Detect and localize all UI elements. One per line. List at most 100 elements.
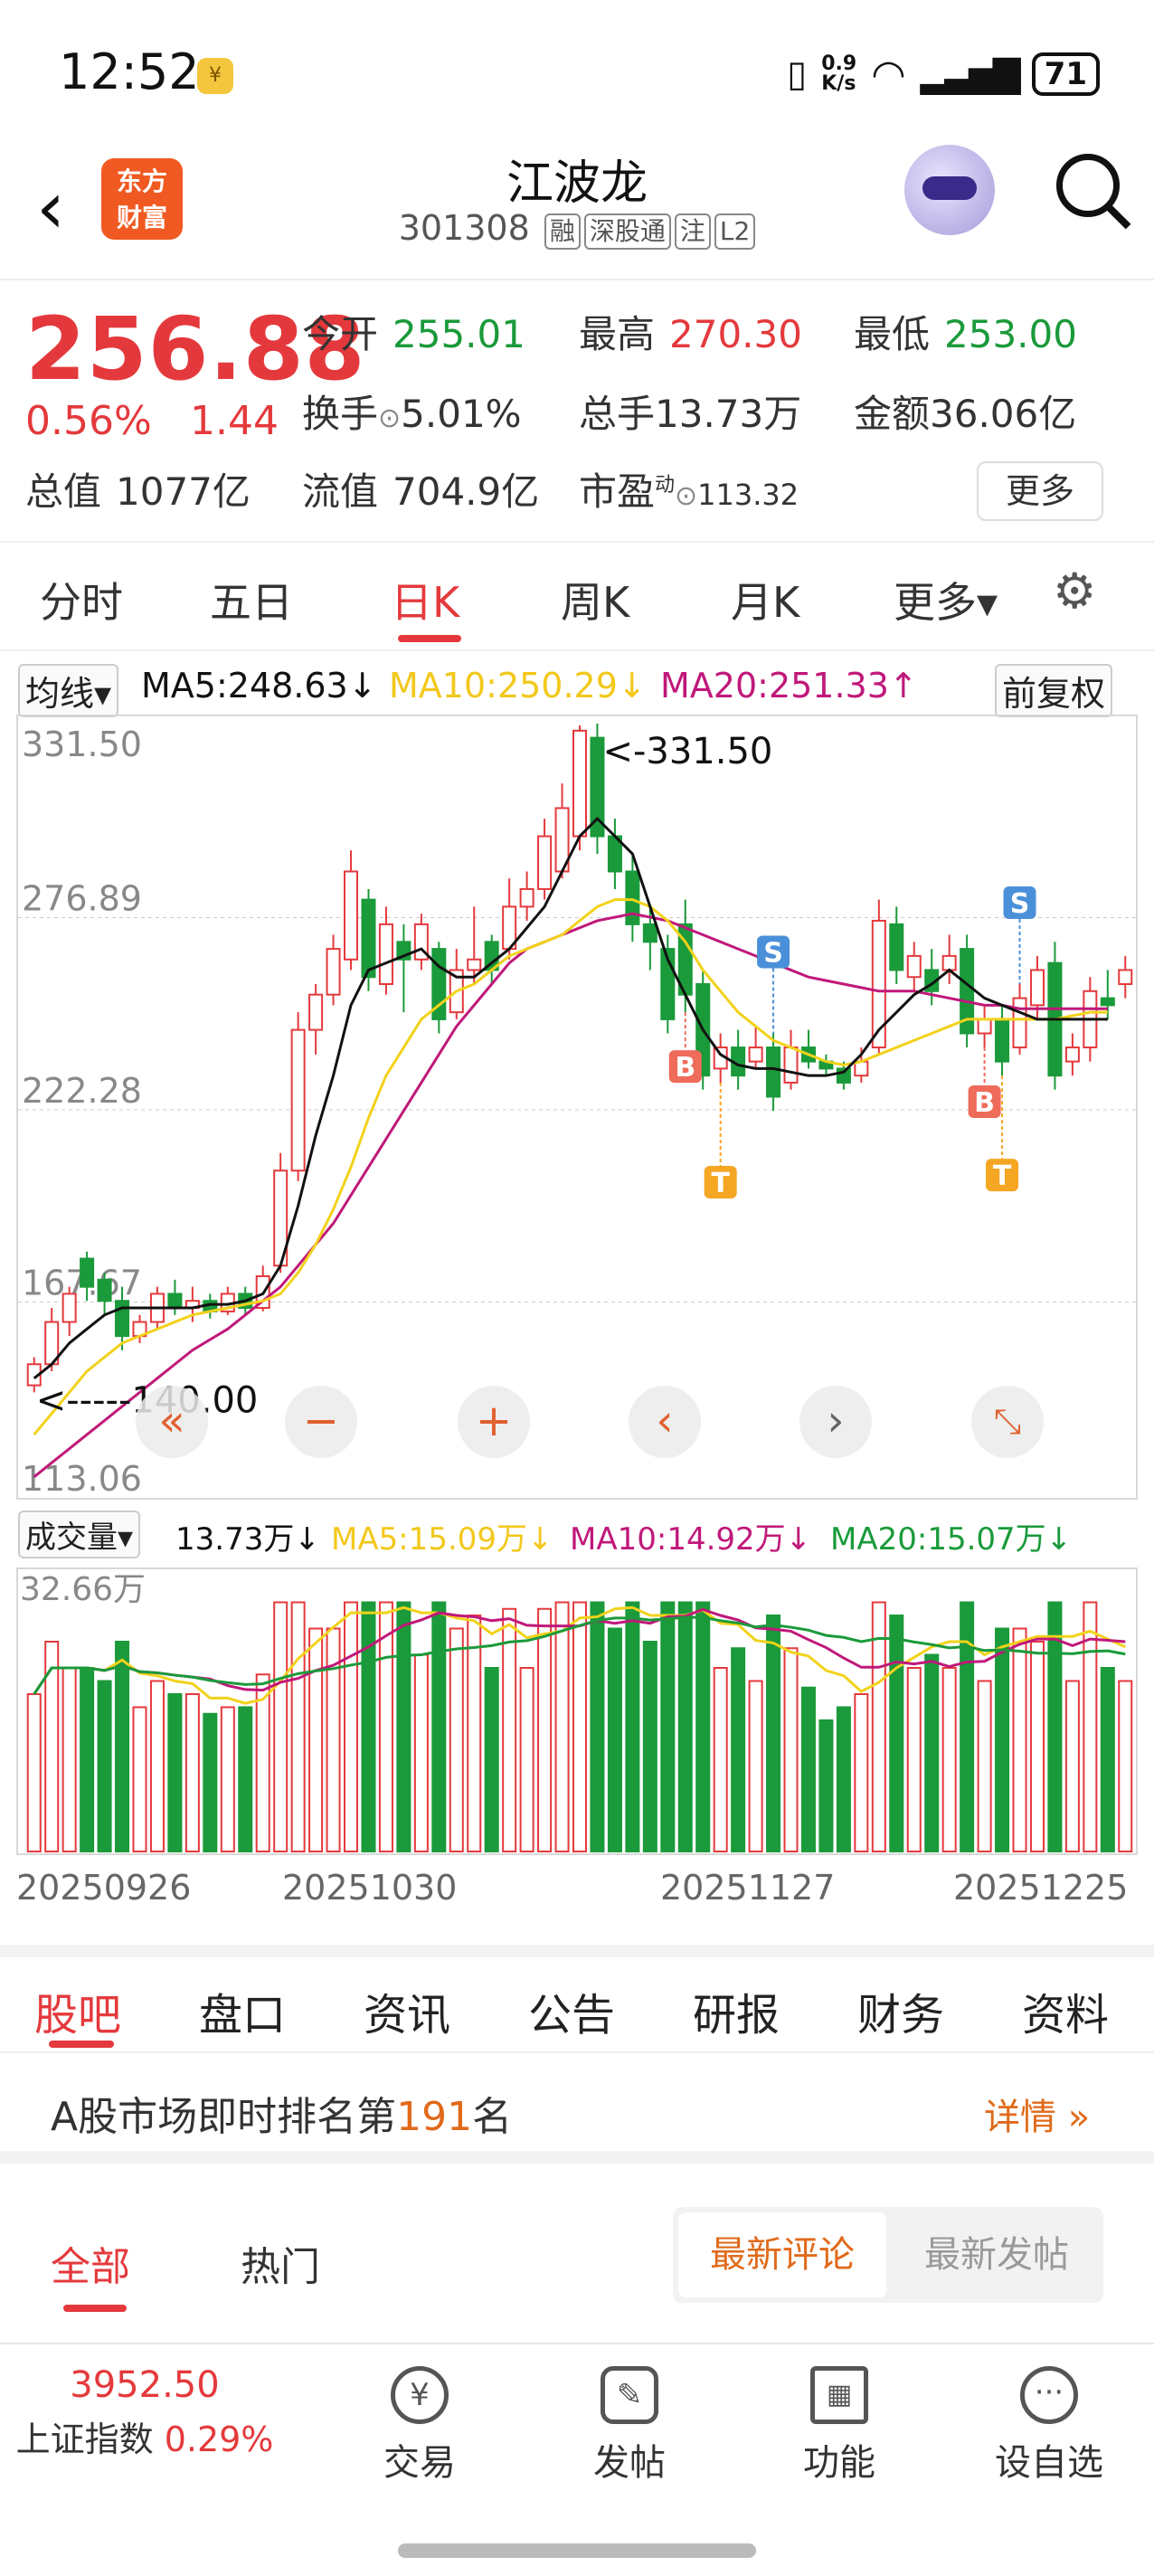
- volume-bar: [378, 1601, 393, 1852]
- search-icon[interactable]: [1056, 154, 1120, 217]
- zoom-in-icon[interactable]: +: [458, 1386, 530, 1458]
- market-rank-row[interactable]: A股市场即时排名第191名 详情 »: [0, 2055, 1154, 2164]
- volume-bar: [115, 1641, 130, 1852]
- candle-body: [871, 919, 886, 1049]
- fullscreen-icon[interactable]: ⤡: [971, 1386, 1044, 1458]
- wifi-icon: ◠: [871, 51, 906, 98]
- vol-ma10: MA10:14.92万↓: [570, 1521, 812, 1558]
- stock-name: 江波龙: [506, 156, 648, 211]
- net-speed: 0.9 K/s: [821, 52, 857, 95]
- candle-body: [625, 870, 640, 925]
- status-icons: ▯ 0.9 K/s ◠ ▂▃▅▇ 71: [787, 47, 1100, 101]
- scroll-left-icon[interactable]: ‹: [629, 1386, 701, 1458]
- gear-icon[interactable]: ⚙: [1053, 563, 1097, 620]
- volume-bar: [941, 1667, 957, 1852]
- volume-bar: [97, 1680, 112, 1852]
- add-watchlist-button[interactable]: ··· 设自选: [959, 2366, 1140, 2486]
- ma5-value: MA5:248.63↓: [141, 666, 377, 706]
- stock-code-line: 301308 融深股通注 L2: [0, 208, 1154, 250]
- marker-label: T: [993, 1160, 1012, 1192]
- marker-label: B: [974, 1087, 995, 1119]
- volume-bar: [1047, 1601, 1063, 1852]
- filter-hot[interactable]: 热门: [241, 2244, 320, 2290]
- volume-bar: [1100, 1667, 1115, 1852]
- back-chevron-icon[interactable]: ‹: [36, 166, 65, 250]
- zoom-out-icon[interactable]: −: [285, 1386, 357, 1458]
- tab-forum[interactable]: 股吧: [34, 1990, 122, 2041]
- rank-detail-link[interactable]: 详情 »: [984, 2097, 1091, 2138]
- volume-selector[interactable]: 成交量▾: [18, 1511, 141, 1558]
- volume-bar: [1083, 1601, 1098, 1852]
- functions-button[interactable]: ▦ 功能: [749, 2366, 930, 2486]
- sort-latest-comment[interactable]: 最新评论: [678, 2212, 886, 2297]
- marker-badge: [1003, 886, 1036, 920]
- tab-financials[interactable]: 财务: [857, 1990, 945, 2041]
- marker-badge: [757, 935, 790, 969]
- filter-all[interactable]: 全部: [51, 2244, 130, 2290]
- ma5-line: [33, 816, 1108, 1379]
- volume-bar: [484, 1667, 499, 1852]
- index-ticker[interactable]: 3952.50 上证指数 0.29%: [9, 2364, 280, 2461]
- more-quote-button[interactable]: 更多: [977, 461, 1103, 521]
- tab-announcements[interactable]: 公告: [528, 1990, 616, 2041]
- ma-legend: 均线▾ MA5:248.63↓ MA10:250.29↓ MA20:251.33…: [0, 658, 1154, 717]
- candle-body: [61, 1293, 77, 1323]
- tab-research[interactable]: 研报: [693, 1990, 780, 2041]
- volume-bar: [502, 1607, 517, 1852]
- coin-notification-icon: ¥: [197, 58, 233, 94]
- volume-svg: 32.66万: [20, 1571, 1133, 1852]
- tab-five-day[interactable]: 五日: [210, 578, 293, 627]
- status-bar: 12:52 ¥ ▯ 0.9 K/s ◠ ▂▃▅▇ 71: [0, 0, 1154, 136]
- candle-body: [1029, 969, 1045, 1007]
- marker-label: T: [711, 1168, 730, 1199]
- volume-bar: [344, 1601, 359, 1852]
- candle-body: [326, 948, 341, 996]
- index-value: 3952.50: [70, 2364, 220, 2406]
- kline-chart[interactable]: 331.50276.89222.28167.67113.06<-331.50<-…: [16, 715, 1138, 1500]
- tab-weekly-k[interactable]: 周K: [561, 578, 630, 627]
- volume-bar: [167, 1693, 183, 1852]
- tab-orderbook[interactable]: 盘口: [199, 1990, 287, 2041]
- eastmoney-logo[interactable]: 东方 财富: [101, 158, 183, 240]
- bottom-toolbar: 3952.50 上证指数 0.29% ¥ 交易 ✎ 发帖 ▦ 功能 ··· 设自…: [0, 2343, 1154, 2576]
- trade-button[interactable]: ¥ 交易: [329, 2366, 510, 2486]
- scroll-left-fast-icon[interactable]: «: [136, 1386, 208, 1458]
- sort-latest-post[interactable]: 最新发帖: [924, 2234, 1069, 2276]
- volume-bar: [977, 1680, 992, 1852]
- tab-monthly-k[interactable]: 月K: [731, 578, 800, 627]
- vol-ma5: MA5:15.09万↓: [331, 1521, 553, 1558]
- post-button[interactable]: ✎ 发帖: [539, 2366, 720, 2486]
- volume-value: 13.73万↓: [175, 1521, 320, 1558]
- volume-bar: [44, 1641, 60, 1852]
- volume-legend: 成交量▾ 13.73万↓ MA5:15.09万↓ MA10:14.92万↓ MA…: [0, 1509, 1154, 1559]
- marker-badge: [704, 1165, 737, 1198]
- tab-profile[interactable]: 资料: [1022, 1990, 1110, 2041]
- candle-body: [766, 1046, 781, 1098]
- volume-bar: [290, 1601, 306, 1852]
- adjust-button[interactable]: 前复权: [995, 664, 1113, 717]
- home-indicator[interactable]: [398, 2543, 756, 2558]
- tab-more[interactable]: 更多▾: [894, 578, 998, 627]
- scroll-right-icon[interactable]: ›: [799, 1386, 872, 1458]
- rank-text: A股市场即时排名第191名: [51, 2094, 513, 2140]
- tab-news[interactable]: 资讯: [364, 1990, 451, 2041]
- volume-bar: [467, 1615, 482, 1852]
- content-tabs: 股吧 盘口 资讯 公告 研报 财务 资料: [0, 1945, 1154, 2053]
- candle-body: [1064, 1046, 1080, 1063]
- ma-selector[interactable]: 均线▾: [18, 664, 119, 717]
- date-label: 20250926: [16, 1868, 192, 1908]
- current-price: 256.88: [25, 298, 366, 400]
- tab-intraday[interactable]: 分时: [40, 578, 123, 627]
- candle-body: [167, 1293, 183, 1309]
- volume-bar: [61, 1667, 77, 1852]
- volume-bar: [220, 1706, 235, 1852]
- signal-icon: ▂▃▅▇: [920, 53, 1021, 95]
- ma20-line: [33, 912, 1108, 1478]
- candle-body: [1012, 997, 1027, 1049]
- candle-body: [748, 1046, 763, 1063]
- volume-chart[interactable]: 32.66万: [16, 1567, 1138, 1855]
- tab-daily-k[interactable]: 日K: [391, 578, 460, 627]
- pe-cell: 市盈动⊙113.32: [579, 469, 799, 514]
- tag-connect: 深股通: [583, 213, 671, 250]
- candle-body: [537, 835, 553, 890]
